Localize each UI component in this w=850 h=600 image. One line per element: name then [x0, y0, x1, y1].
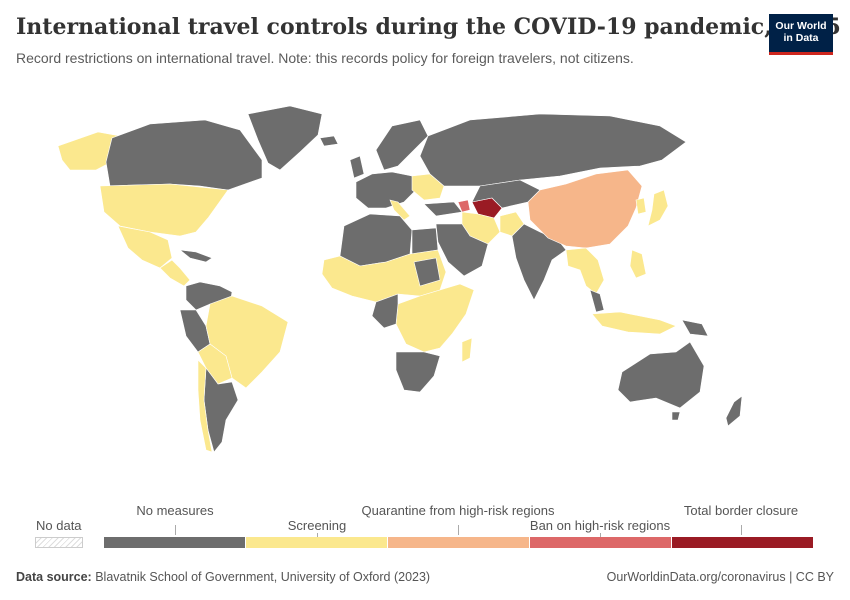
data-source-text[interactable]: Blavatnik School of Government, Universi…	[95, 570, 431, 584]
legend-label-closure: Total border closure	[683, 503, 799, 518]
region-australia[interactable]	[617, 341, 705, 409]
region-central-africa[interactable]	[371, 293, 399, 329]
logo-line-1: Our World	[775, 20, 827, 32]
region-tasmania[interactable]	[671, 411, 681, 421]
legend-swatch-screening[interactable]	[246, 537, 387, 548]
region-egypt[interactable]	[411, 227, 439, 255]
chart-subtitle: Record restrictions on international tra…	[16, 50, 634, 66]
region-scandinavia[interactable]	[375, 119, 429, 171]
legend-tick	[317, 533, 318, 537]
region-png[interactable]	[681, 319, 709, 337]
region-iceland[interactable]	[319, 135, 339, 147]
logo-line-2: in Data	[783, 32, 819, 44]
legend-tick	[458, 525, 459, 535]
legend-swatch-no-measures[interactable]	[104, 537, 245, 548]
legend-swatch-closure[interactable]	[672, 537, 813, 548]
chart-title: International travel controls during the…	[16, 14, 841, 40]
logo-accent-bar	[769, 52, 833, 55]
region-philippines[interactable]	[629, 249, 647, 279]
region-uk[interactable]	[349, 155, 365, 179]
region-usa[interactable]	[99, 183, 229, 237]
legend-label-quarantine: Quarantine from high-risk regions	[361, 503, 555, 518]
region-canada[interactable]	[105, 119, 263, 191]
legend-no-data-label: No data	[36, 518, 82, 533]
region-mexico[interactable]	[117, 225, 173, 269]
region-western-europe[interactable]	[355, 171, 417, 209]
legend-tick	[741, 525, 742, 535]
footer-link[interactable]: OurWorldinData.org/coronavirus | CC BY	[606, 570, 834, 584]
region-southern-africa[interactable]	[395, 351, 441, 393]
region-peru[interactable]	[179, 309, 211, 353]
region-china[interactable]	[527, 169, 643, 249]
region-caucasus[interactable]	[457, 199, 471, 213]
legend-tick	[175, 525, 176, 535]
region-alaska[interactable]	[57, 131, 121, 171]
legend-no-data-swatch[interactable]	[35, 537, 83, 548]
region-italy[interactable]	[389, 199, 411, 221]
data-source-label: Data source:	[16, 570, 92, 584]
data-source: Data source: Blavatnik School of Governm…	[16, 570, 430, 584]
world-map[interactable]	[0, 90, 850, 490]
region-greenland[interactable]	[247, 105, 323, 171]
region-japan[interactable]	[647, 189, 669, 227]
legend-label-screening: Screening	[287, 518, 347, 533]
map-legend: No data No measures Screening Quarantine…	[0, 495, 850, 555]
region-southeast-asia[interactable]	[565, 247, 605, 295]
region-caribbean[interactable]	[178, 249, 213, 263]
region-central-asia[interactable]	[471, 179, 541, 209]
region-turkey[interactable]	[423, 201, 463, 217]
owid-logo[interactable]: Our World in Data	[769, 14, 833, 55]
legend-label-ban: Ban on high-risk regions	[529, 518, 671, 533]
region-madagascar[interactable]	[461, 337, 473, 363]
legend-swatch-ban[interactable]	[530, 537, 671, 548]
legend-label-no-measures: No measures	[136, 503, 214, 518]
region-new-zealand[interactable]	[725, 395, 743, 427]
region-east-africa[interactable]	[395, 283, 475, 353]
region-indonesia[interactable]	[591, 311, 677, 335]
region-arabia[interactable]	[435, 223, 489, 277]
region-korea[interactable]	[635, 197, 647, 215]
region-russia[interactable]	[419, 113, 687, 187]
region-india[interactable]	[511, 223, 567, 301]
region-sudan[interactable]	[413, 257, 441, 287]
legend-tick	[600, 533, 601, 537]
region-chile[interactable]	[197, 359, 213, 453]
region-brazil[interactable]	[205, 295, 289, 389]
legend-swatch-quarantine[interactable]	[388, 537, 529, 548]
region-central-america[interactable]	[159, 259, 191, 287]
region-malaysia[interactable]	[589, 289, 605, 313]
